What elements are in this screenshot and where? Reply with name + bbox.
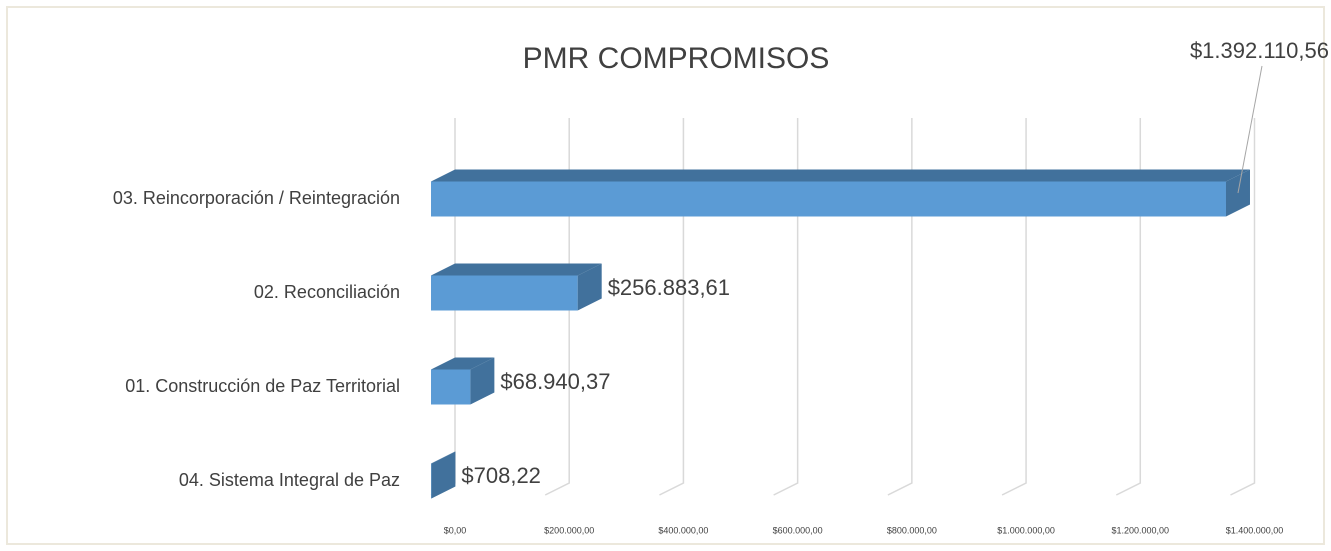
chart-title: PMR COMPROMISOS bbox=[523, 42, 830, 75]
bar-top bbox=[431, 451, 456, 464]
grid-line bbox=[1001, 118, 1027, 496]
bar-side bbox=[470, 357, 495, 405]
x-tick-label: $200.000,00 bbox=[544, 525, 594, 535]
bar-top bbox=[431, 169, 1250, 182]
y-tick-label: 03. Reincorporación / Reintegración bbox=[113, 188, 400, 208]
x-tick-label: $800.000,00 bbox=[887, 525, 937, 535]
x-tick-label: $1.400.000,00 bbox=[1226, 525, 1284, 535]
x-tick-label: $600.000,00 bbox=[773, 525, 823, 535]
bar-top bbox=[431, 263, 602, 276]
bar-front bbox=[431, 369, 471, 405]
bar-top bbox=[431, 357, 495, 370]
value-label: $1.392.110,56 bbox=[1190, 38, 1329, 63]
grid-line bbox=[1230, 118, 1256, 496]
x-tick-label: $400.000,00 bbox=[658, 525, 708, 535]
y-tick-label: 04. Sistema Integral de Paz bbox=[179, 470, 400, 490]
value-label: $68.940,37 bbox=[500, 369, 610, 394]
y-tick-label: 01. Construcción de Paz Territorial bbox=[125, 376, 400, 396]
grid-line bbox=[773, 118, 799, 496]
bar-side bbox=[431, 451, 456, 499]
bar-front bbox=[431, 181, 1226, 217]
x-tick-label: $1.000.000,00 bbox=[997, 525, 1055, 535]
chart-frame bbox=[6, 6, 1325, 545]
bar bbox=[431, 263, 602, 311]
grid-line bbox=[544, 118, 570, 496]
bar bbox=[431, 451, 456, 499]
bar-front bbox=[431, 275, 578, 311]
leader-line bbox=[1237, 65, 1263, 194]
bar bbox=[431, 357, 495, 405]
value-label: $256.883,61 bbox=[608, 275, 730, 300]
grid-line bbox=[659, 118, 685, 496]
bar-side bbox=[577, 263, 602, 311]
x-tick-label: $0,00 bbox=[444, 525, 467, 535]
x-tick-label: $1.200.000,00 bbox=[1112, 525, 1170, 535]
y-tick-label: 02. Reconciliación bbox=[254, 282, 400, 302]
grid-line bbox=[887, 118, 913, 496]
grid-line bbox=[1115, 118, 1142, 496]
value-label: $708,22 bbox=[461, 463, 541, 488]
bar bbox=[431, 169, 1250, 217]
